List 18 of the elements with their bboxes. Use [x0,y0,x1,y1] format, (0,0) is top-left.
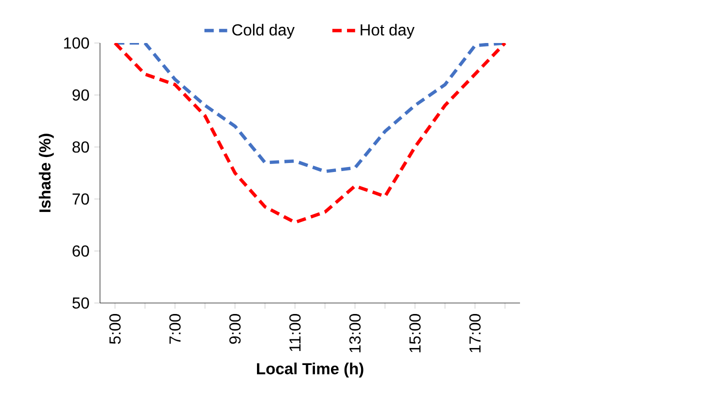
x-tick-label: 9:00 [229,314,241,344]
y-tick-label: 90 [72,89,89,101]
y-tick-label: 100 [64,37,89,49]
x-tick-label: 5:00 [109,314,121,344]
x-tick-label: 7:00 [169,314,181,344]
y-tick-label: 50 [72,297,89,309]
x-tick-label: 11:00 [289,314,301,352]
legend-label: Cold day [232,24,295,39]
y-axis-title: Ishade (%) [38,134,54,212]
legend-label: Hot day [360,24,415,39]
line-series [113,43,507,224]
x-tick-label: 17:00 [469,314,481,352]
y-tick-label: 60 [72,245,89,257]
x-axis-title: Local Time (h) [256,362,364,378]
y-tick-label: 80 [72,141,89,153]
x-tick-label: 13:00 [349,314,361,352]
x-tick-label: 15:00 [409,314,421,352]
y-tick-label: 70 [72,193,89,205]
